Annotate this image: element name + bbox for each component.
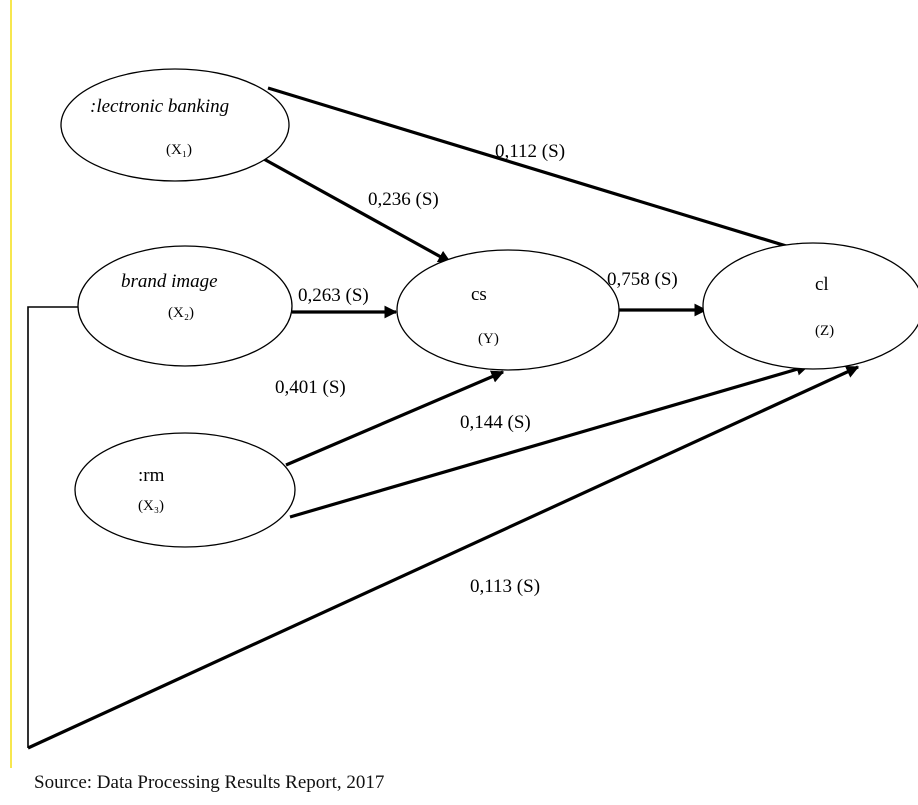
node-crm — [74, 432, 296, 548]
node-label-cs: cs — [471, 284, 487, 305]
node-brand-image — [77, 245, 293, 367]
node-sub-x1: (X₁) — [166, 142, 192, 158]
arrow-x2-to-z — [27, 365, 860, 750]
coef-x3-z: 0,144 (S) — [460, 412, 531, 433]
node-sub-y: (Y) — [478, 331, 499, 347]
node-electronic-banking — [60, 68, 290, 182]
source-caption: Source: Data Processing Results Report, … — [34, 772, 385, 793]
coef-x2-y: 0,263 (S) — [298, 285, 369, 306]
coef-x3-y: 0,401 (S) — [275, 377, 346, 398]
node-cl — [702, 242, 918, 370]
arrow-x3-to-y — [285, 370, 505, 467]
arrow-x3-to-z — [289, 363, 810, 519]
coef-y-z: 0,758 (S) — [607, 269, 678, 290]
arrow-x1-to-z — [267, 86, 808, 255]
node-cs — [396, 249, 620, 371]
node-sub-x3: (X₃) — [138, 498, 164, 514]
node-label-cl: cl — [815, 274, 829, 295]
node-sub-z: (Z) — [815, 323, 834, 339]
node-label-electronic-banking: :lectronic banking — [90, 96, 229, 117]
node-sub-x2: (X₂) — [168, 305, 194, 321]
coef-x1-y: 0,236 (S) — [368, 189, 439, 210]
coef-x1-z: 0,112 (S) — [495, 141, 565, 162]
coef-x2-z: 0,113 (S) — [470, 576, 540, 597]
feedback-bracket-line — [27, 306, 80, 748]
arrow-x1-to-y — [261, 156, 452, 264]
node-label-crm: :rm — [138, 465, 165, 486]
node-label-brand-image: brand image — [121, 271, 218, 292]
